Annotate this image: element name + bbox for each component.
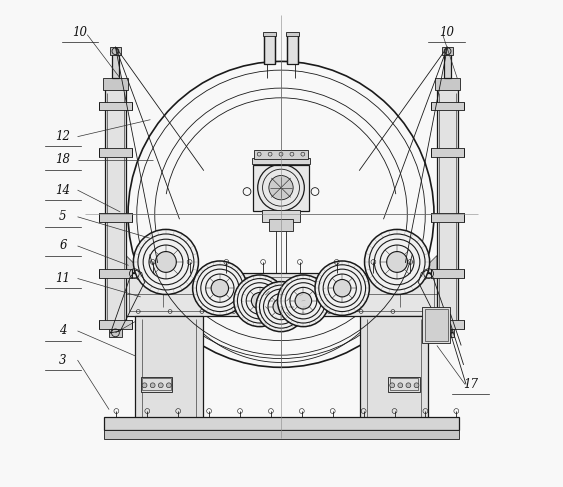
Bar [124,273,439,317]
Bar [128,278,435,312]
Text: 10: 10 [439,26,454,39]
Bar [112,54,119,78]
Bar [262,209,301,222]
Text: 17: 17 [463,378,479,391]
Circle shape [295,293,311,309]
Bar [109,329,122,337]
Circle shape [273,299,289,315]
Circle shape [398,383,403,388]
Circle shape [155,252,176,272]
Text: 11: 11 [56,272,70,285]
Bar [431,269,464,278]
Bar [442,47,453,55]
Text: 3: 3 [59,354,67,367]
Bar [388,377,420,392]
Circle shape [158,383,163,388]
Bar [103,78,128,90]
Bar [286,32,300,36]
Circle shape [269,175,293,200]
Polygon shape [420,256,437,273]
Bar [360,317,428,423]
Polygon shape [418,270,453,333]
Text: 12: 12 [56,130,70,143]
Circle shape [167,383,171,388]
Bar [264,34,275,64]
Circle shape [387,252,408,272]
Bar [390,378,418,390]
Circle shape [406,383,411,388]
Bar [431,320,464,329]
Bar [422,307,450,343]
Text: 6: 6 [59,240,67,252]
Bar [262,32,276,36]
Bar [431,213,464,222]
Circle shape [278,275,329,327]
Bar [287,34,298,64]
Bar [253,165,309,211]
Circle shape [315,261,369,316]
Bar [129,419,209,428]
Circle shape [234,275,285,327]
Bar [110,47,121,55]
Text: 18: 18 [56,153,70,167]
Bar [254,150,308,158]
Bar [354,419,434,428]
Circle shape [333,280,351,297]
Bar [135,317,203,423]
Bar [437,88,458,326]
Text: 10: 10 [73,26,87,39]
Circle shape [252,293,268,309]
Text: 5: 5 [59,210,67,224]
Bar [252,158,310,164]
Bar [435,78,460,90]
Bar [441,329,454,337]
Polygon shape [110,270,145,333]
Circle shape [256,281,306,332]
Bar [105,88,126,326]
Bar [104,417,459,431]
Bar [444,54,451,78]
Bar [431,148,464,157]
Bar [99,213,132,222]
Bar [99,269,132,278]
Polygon shape [126,256,143,273]
Circle shape [390,383,395,388]
Bar [425,309,448,340]
Circle shape [211,280,229,297]
Circle shape [150,383,155,388]
Circle shape [133,229,199,295]
Bar [269,219,293,231]
Text: 4: 4 [59,324,67,337]
Text: 14: 14 [56,184,70,197]
Circle shape [364,229,430,295]
Bar [142,378,171,390]
Bar [99,320,132,329]
Bar [99,102,132,111]
Bar [141,377,172,392]
Bar [99,148,132,157]
Bar [431,102,464,111]
Bar [104,431,459,439]
Circle shape [193,261,247,316]
Circle shape [414,383,419,388]
Circle shape [142,383,147,388]
